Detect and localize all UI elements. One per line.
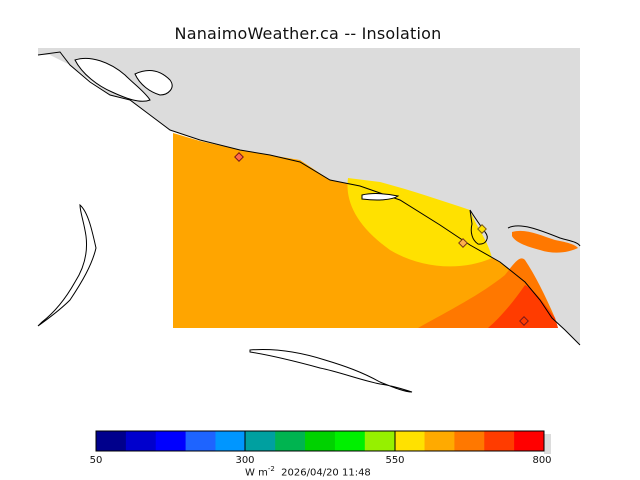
colorbar-bin-6 xyxy=(245,431,276,451)
colorbar-bin-2 xyxy=(125,431,157,451)
peninsula-right xyxy=(507,225,581,247)
colorbar-bin-12 xyxy=(424,431,455,451)
colorbar-tick-300: 300 xyxy=(235,455,255,466)
colorbar-bin-4 xyxy=(185,431,216,451)
station-marker-3 xyxy=(519,316,529,326)
unit-prefix: W m xyxy=(245,467,268,479)
left-island-outline xyxy=(37,203,97,327)
colorbar-border xyxy=(95,430,545,452)
colorbar-caption: W m-2 2026/04/20 11:48 xyxy=(245,465,371,478)
colorbar-bin-9 xyxy=(334,431,366,451)
colorbar-bin-14 xyxy=(484,431,515,451)
colorbar xyxy=(95,430,551,454)
colorbar-bin-10 xyxy=(364,431,396,451)
colorbar-shadow xyxy=(544,434,551,454)
station-marker-2 xyxy=(458,238,468,248)
coastline xyxy=(37,51,581,346)
field-red-orange xyxy=(488,285,558,328)
colorbar-tick-550: 550 xyxy=(385,455,405,466)
inlet-shore xyxy=(469,209,488,245)
unit-exponent: -2 xyxy=(267,465,275,473)
south-island-outline xyxy=(249,349,413,393)
colorbar-bin-13 xyxy=(454,431,485,451)
colorbar-bin-11 xyxy=(394,431,426,451)
station-marker-4 xyxy=(477,224,487,234)
field-inlet-orange xyxy=(512,230,578,253)
station-marker-1 xyxy=(234,152,244,162)
colorbar-bin-1 xyxy=(96,431,127,451)
colorbar-tick-max: 800 xyxy=(532,455,552,466)
field-orange xyxy=(173,133,558,328)
inner-island xyxy=(361,192,400,201)
timestamp: 2026/04/20 11:48 xyxy=(281,467,371,479)
colorbar-bin-15 xyxy=(514,431,545,451)
colorbar-bin-5 xyxy=(215,431,246,451)
colorbar-bin-7 xyxy=(275,431,306,451)
colorbar-bin-3 xyxy=(155,431,187,451)
colorbar-tick-min: 50 xyxy=(89,455,103,466)
mainland-land xyxy=(38,48,580,345)
colorbar-bin-8 xyxy=(305,431,336,451)
island-north xyxy=(74,57,151,102)
island-northeast xyxy=(134,70,173,96)
map-title: NanaimoWeather.ca -- Insolation xyxy=(174,24,442,43)
